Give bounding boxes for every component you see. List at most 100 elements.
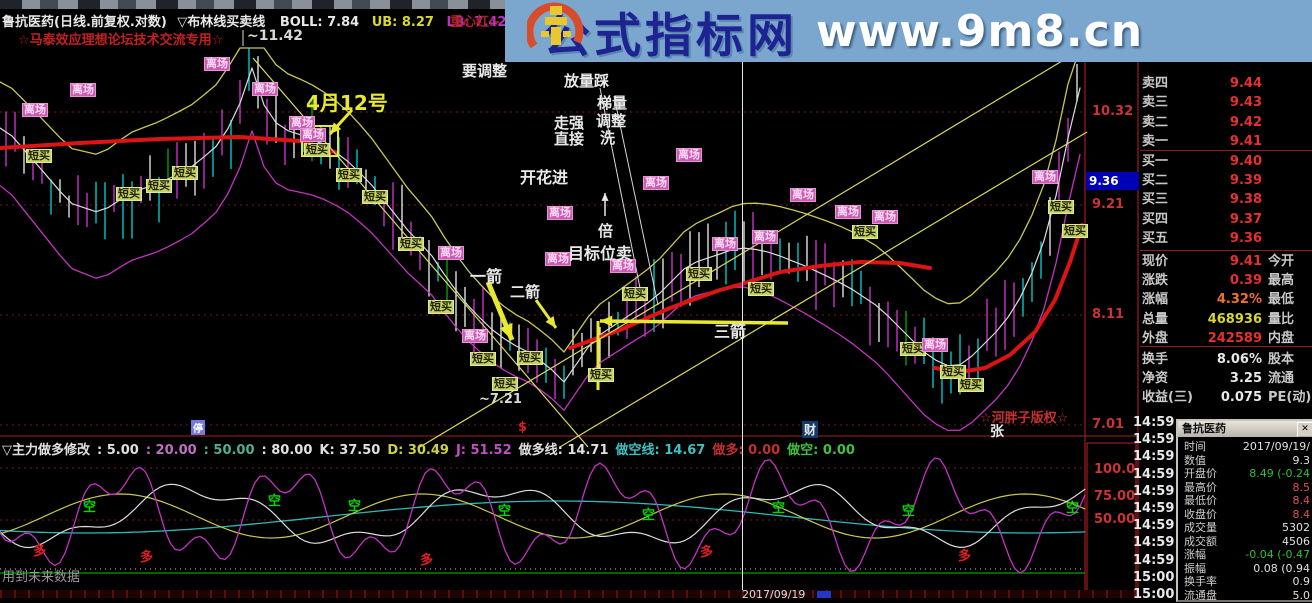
duo-signal-label: 多 (33, 544, 47, 559)
indicator-param: : 80.00 (261, 443, 313, 458)
exit-signal-tag: 离场 (22, 103, 48, 117)
buy-signal-tag: 短买 (622, 287, 648, 301)
quote-info-label2: 股本 (1268, 352, 1295, 367)
quote-info-label2: PE(动) (1268, 390, 1312, 406)
chart-annotation: ~7.21 (479, 392, 522, 407)
quote-info-label2: 流通 (1268, 371, 1295, 387)
indicator-parameters[interactable]: ▽主力做多修改: 5.00: 20.00: 50.00: 80.00 K: 37.… (2, 439, 862, 458)
exit-signal-tag: 离场 (438, 246, 464, 260)
menu-bar-fragment[interactable] (0, 0, 507, 9)
target-up-arrow (601, 193, 609, 201)
duo-signal-label: 多 (140, 550, 154, 565)
panel-divider (1140, 150, 1312, 151)
ub-value: UB: 8.27 (371, 15, 434, 30)
buy-signal-tag: 短买 (900, 342, 926, 356)
ask-row[interactable]: 卖四 9.44 (1142, 74, 1310, 93)
ask-row[interactable]: 卖一 9.41 (1142, 132, 1310, 151)
tick-time[interactable]: 15:00 (1133, 569, 1175, 585)
order-price-value: 9.42 (1229, 114, 1262, 130)
popup-row-label: 最高价 (1184, 480, 1217, 494)
arrow-two (545, 316, 556, 328)
quote-info-label: 总量 (1142, 311, 1169, 327)
tick-time[interactable]: 15:00 (1133, 587, 1175, 602)
indicator-param: 做多线: 14.71 (518, 443, 609, 458)
quote-info-row: 外盘 242589 内盘 (1142, 329, 1310, 348)
indicator-param: 做空线: 14.67 (615, 443, 706, 458)
bid-row[interactable]: 买一 9.40 (1142, 152, 1310, 171)
ask-row[interactable]: 卖二 9.42 (1142, 113, 1310, 132)
popup-row-value: 5302 (1282, 521, 1310, 534)
order-level-label: 卖二 (1142, 114, 1169, 130)
popup-title[interactable]: 鲁抗医药 (1178, 421, 1312, 437)
tick-time-list[interactable]: 14:59 14:59 14:59 14:59 14:59 14:59 14:59 14:59… (1130, 413, 1177, 602)
exit-signal-tag: 离场 (835, 205, 861, 219)
chart-annotation: 洗 (600, 129, 616, 147)
tick-time[interactable]: 14:59 (1133, 518, 1175, 534)
tick-time[interactable]: 14:59 (1133, 552, 1175, 568)
price-axis-label: 10.32 (1092, 104, 1134, 119)
order-price-value: 9.39 (1229, 173, 1262, 188)
tick-time[interactable]: 14:59 (1133, 535, 1175, 551)
ask-row[interactable]: 卖三 9.43 (1142, 93, 1310, 112)
order-level-label: 买三 (1142, 192, 1169, 208)
tick-time[interactable]: 14:59 (1133, 501, 1175, 516)
exit-signal-tag: 离场 (922, 338, 948, 352)
quote-info-row: 涨跌 0.39 最高 (1142, 271, 1310, 290)
osc-white-line (0, 483, 1086, 549)
exit-signal-tag: 离场 (676, 148, 702, 162)
order-price-value: 9.36 (1229, 231, 1262, 247)
popup-data-row: 涨幅 -0.04 (-0.47 (1182, 548, 1310, 562)
bid-row[interactable]: 买三 9.38 (1142, 190, 1310, 209)
popup-data-row: 数值 9.3 (1182, 454, 1310, 468)
exit-signal-tag: 离场 (289, 116, 315, 130)
forum-watermark-text: ☆马泰效应理想论坛技术交流专用☆ (18, 33, 224, 48)
chart-header: 鲁抗医药(日线.前复权.对数) ▽布林线买卖线 BOLL: 7.84 UB: 8… (2, 11, 506, 30)
buy-signal-tag: 短买 (588, 368, 614, 382)
popup-data-row: 时间 2017/09/19/ (1182, 440, 1310, 454)
chart-annotation: 开花进 (520, 168, 569, 187)
indicator-name[interactable]: ▽布林线买卖线 (177, 15, 266, 30)
buy-signal-tag: 短买 (1062, 224, 1088, 238)
quote-info-row: 总量 468936 量比 (1142, 310, 1310, 329)
kong-signal-label: 空 (348, 499, 362, 514)
order-level-label: 卖三 (1142, 95, 1169, 111)
close-icon[interactable]: ✕ (1297, 422, 1312, 437)
quote-info-row: 收益(三) 0.075 PE(动) (1142, 388, 1312, 407)
indicator-param: 做空: 0.00 (787, 443, 855, 458)
tick-time[interactable]: 14:59 (1133, 466, 1175, 482)
popup-data-row: 换手率 0.9 (1182, 575, 1310, 589)
exit-signal-tag: 离场 (300, 128, 326, 142)
exit-signal-tag: 离场 (70, 83, 96, 97)
tick-time[interactable]: 14:59 (1133, 449, 1175, 465)
kong-signal-label: 空 (268, 494, 282, 509)
popup-data-row: 收盘价 8.4 (1182, 508, 1310, 522)
kong-signal-label: 空 (1066, 501, 1080, 516)
kong-signal-label: 空 (83, 500, 97, 515)
chart-annotation: 停 (191, 420, 205, 435)
bid-row[interactable]: 买四 9.37 (1142, 210, 1310, 229)
tick-time[interactable]: 14:59 (1133, 432, 1175, 448)
kong-signal-label: 空 (498, 504, 512, 519)
bid-row[interactable]: 买二 9.39 (1142, 171, 1310, 190)
trend-line-up1 (419, 45, 1088, 448)
popup-data-row: 开盘价 8.49 (-0.24 (1182, 467, 1310, 481)
tick-time[interactable]: 14:59 (1133, 483, 1175, 499)
oscillator-axis-label: 50.00 (1094, 512, 1136, 527)
arrow-one (499, 323, 513, 340)
order-price-value: 9.38 (1229, 192, 1262, 208)
popup-row-label: 收盘价 (1184, 507, 1217, 521)
popup-row-value: 4506 (1282, 534, 1310, 548)
indicator-param: : 5.00 (97, 443, 139, 458)
quote-info-label: 涨幅 (1142, 292, 1169, 308)
popup-row-label: 开盘价 (1184, 467, 1217, 480)
price-axis-label: 9.21 (1092, 197, 1125, 212)
chart-annotation: 4月12号 (306, 91, 388, 115)
tick-time[interactable]: 14:59 (1133, 415, 1175, 430)
bid-row[interactable]: 买五 9.36 (1142, 229, 1310, 248)
lb-value: LB: 7.42 (446, 15, 507, 30)
panel-divider (1140, 250, 1312, 251)
popup-data-row: 流通盘 5.0 (1182, 589, 1310, 603)
popup-data-row: 振幅 0.08 (0.94 (1182, 562, 1310, 576)
time-ruler[interactable] (0, 590, 1140, 598)
quote-info-label: 净资 (1142, 371, 1169, 387)
